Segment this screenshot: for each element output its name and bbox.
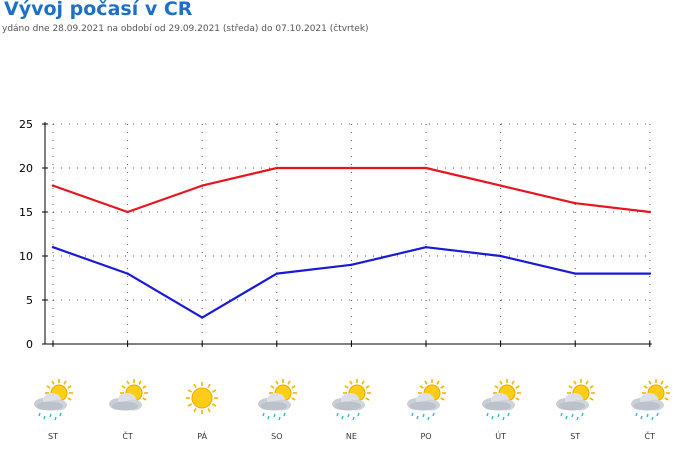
x-tick-label: PÁ (197, 432, 208, 441)
x-tick-label: SO (271, 432, 283, 441)
sun-cloud-rain-icon (252, 378, 302, 422)
y-tick-label: 0 (26, 338, 33, 351)
data-point (275, 166, 278, 170)
data-point (201, 316, 204, 319)
y-tick-label: 10 (19, 250, 33, 263)
sun-cloud-rain-icon (625, 378, 675, 422)
x-tick-label: ST (570, 432, 581, 441)
data-point (574, 272, 577, 275)
sun-cloud-rain-icon (28, 378, 78, 422)
sun-cloud-rain-icon (550, 378, 600, 422)
data-point (126, 272, 129, 275)
x-tick-label: NE (345, 432, 357, 441)
data-point (424, 246, 428, 249)
x-tick-label: ÚT (495, 432, 506, 441)
sun-cloud-rain-icon (401, 378, 451, 422)
data-point (350, 166, 353, 170)
x-tick-label: ČT (644, 432, 656, 441)
series-line-max (51, 166, 651, 214)
data-point (648, 210, 651, 214)
data-point (126, 210, 129, 214)
data-point (275, 272, 278, 275)
sun-cloud-rain-icon (476, 378, 526, 422)
y-tick-label: 20 (19, 162, 33, 175)
series-line-min (51, 246, 651, 319)
x-tick-label: ST (48, 432, 58, 441)
page-subtitle: ydáno dne 28.09.2021 na období od 29.09.… (2, 24, 369, 34)
data-point (499, 254, 502, 258)
data-point (499, 184, 502, 187)
y-tick-label: 5 (26, 294, 33, 307)
data-point (51, 184, 55, 187)
x-tick-label: ČT (122, 432, 133, 441)
page-title: Vývoj počasí v ČR (4, 0, 193, 20)
data-point (201, 184, 204, 187)
data-point (574, 202, 577, 205)
data-point (350, 263, 353, 266)
x-tick-label: PO (420, 432, 432, 441)
sun-icon (177, 378, 227, 422)
data-point (51, 246, 55, 249)
data-point (424, 166, 428, 170)
sun-cloud-rain-icon (326, 378, 376, 422)
sun-cloud-icon (103, 378, 153, 422)
y-tick-label: 25 (19, 118, 33, 131)
y-tick-label: 15 (19, 206, 33, 219)
data-point (648, 272, 651, 275)
